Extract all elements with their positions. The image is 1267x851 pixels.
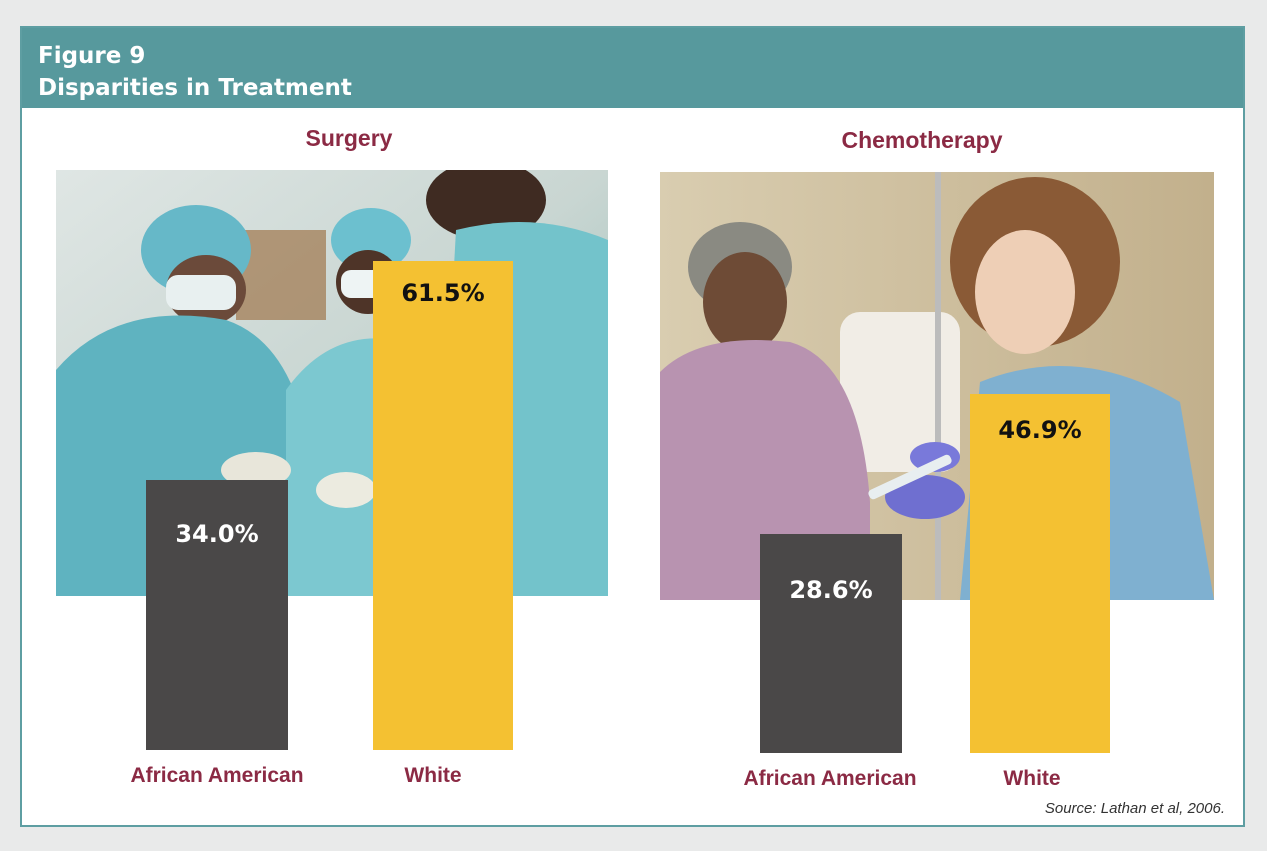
chemotherapy-category-white: White [1003,767,1061,790]
surgery-chart-title: Surgery [305,125,393,151]
figure-header: Figure 9 Disparities in Treatment [22,28,1243,108]
chemotherapy-photo [660,172,1214,600]
chemotherapy-category-african-american: African American [743,767,917,790]
figure-frame: Figure 9 Disparities in Treatment Surger… [20,26,1245,827]
surgery-bar-white: 61.5% [373,261,513,750]
source-note: Source: Lathan et al, 2006. [1044,800,1225,817]
surgery-photo [56,170,608,596]
figure-title: Disparities in Treatment [38,75,352,101]
chemotherapy-value-label-african-american: 28.6% [789,576,873,605]
surgery-value-label-african-american: 34.0% [175,519,259,548]
surgery-bar-african-american: 34.0% [146,479,288,750]
figure-number: Figure 9 [38,43,146,69]
background-page-texture [830,0,1260,26]
chemotherapy-value-label-white: 46.9% [998,416,1082,445]
chemotherapy-bar-african-american: 28.6% [760,534,902,753]
chemotherapy-bar-white: 46.9% [970,394,1110,753]
chemotherapy-chart-title: Chemotherapy [841,127,1003,153]
surgery-category-african-american: African American [130,764,304,787]
surgery-value-label-white: 61.5% [401,279,485,308]
surgery-category-white: White [404,764,462,787]
